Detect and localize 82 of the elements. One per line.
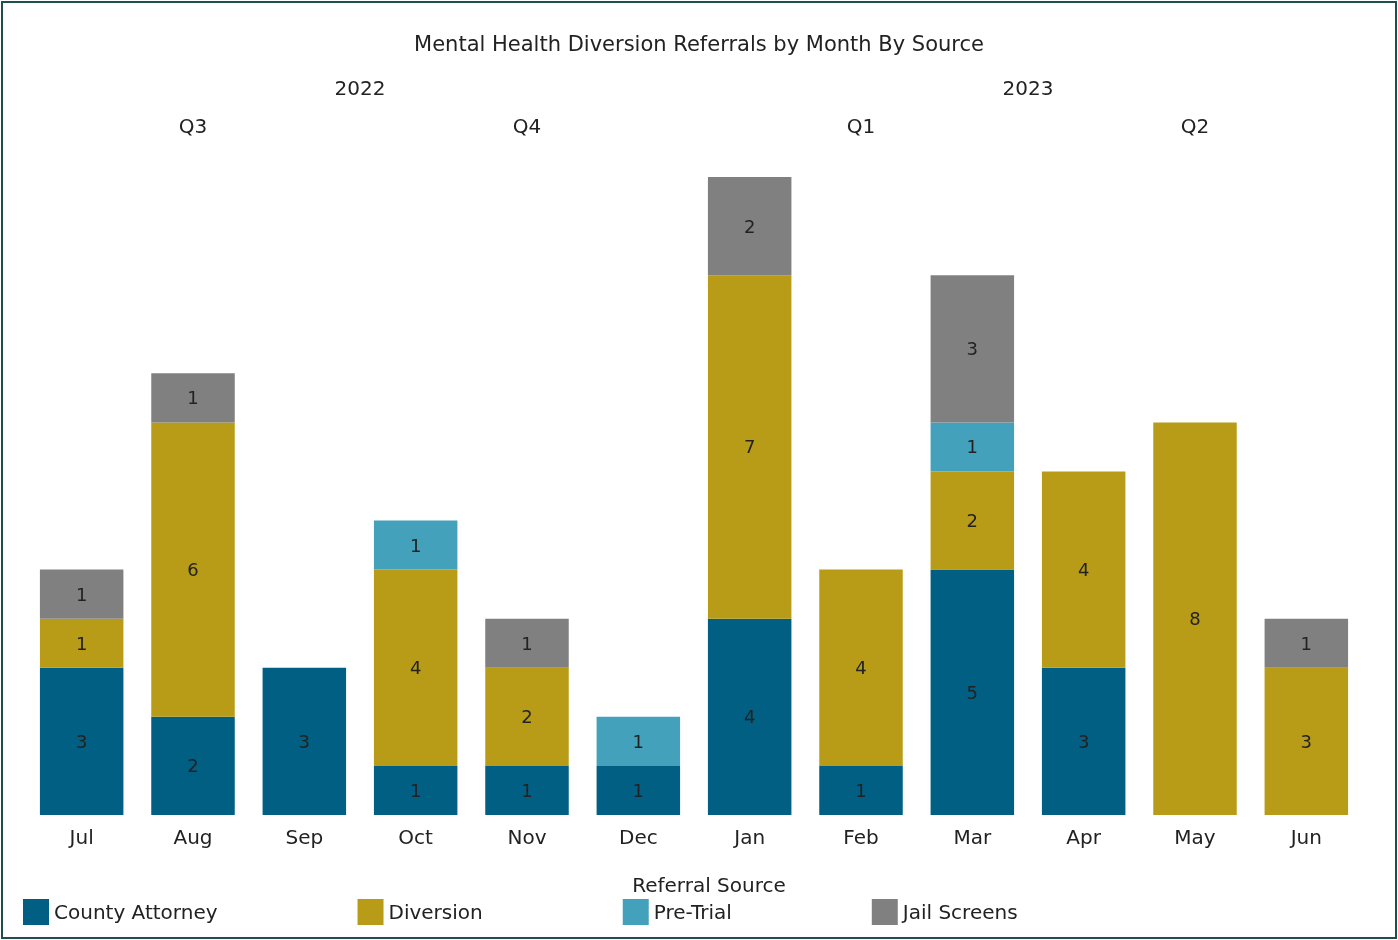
data-label: 1 — [187, 387, 199, 409]
data-label: 4 — [855, 657, 867, 679]
bar — [1153, 422, 1237, 815]
data-label: 4 — [409, 657, 422, 679]
text: Q4 — [512, 114, 542, 138]
bar — [39, 667, 124, 815]
bar — [485, 765, 569, 815]
bar — [485, 618, 569, 668]
x-tick-label: Jun — [1288, 825, 1322, 849]
bar — [930, 275, 1015, 423]
bar — [39, 569, 124, 619]
x-tick-label: Sep — [285, 825, 324, 849]
bar — [39, 618, 124, 668]
bar — [1264, 618, 1349, 668]
data-label: 3 — [1300, 730, 1313, 752]
data-label: 2 — [187, 755, 199, 777]
data-label: 1 — [409, 534, 422, 556]
bar — [819, 569, 903, 766]
data-label: 1 — [409, 779, 422, 801]
data-label: 3 — [966, 338, 979, 360]
legend-label: County Attorney — [54, 900, 218, 924]
data-label: 3 — [298, 730, 311, 752]
bar — [1041, 667, 1126, 815]
bar — [707, 177, 792, 276]
data-label: 1 — [521, 632, 533, 654]
x-tick-label: Oct — [398, 825, 434, 849]
bar — [151, 716, 235, 815]
bar — [485, 667, 569, 766]
bar — [373, 520, 458, 570]
text: 2023 — [1002, 76, 1054, 100]
legend-label: Pre-Trial — [653, 900, 732, 924]
bar — [151, 422, 235, 717]
bar — [151, 373, 235, 423]
bar — [707, 275, 792, 619]
bar — [373, 569, 458, 766]
text: Q3 — [178, 114, 208, 138]
data-label: 6 — [187, 559, 199, 581]
bar — [262, 667, 347, 815]
data-label: 1 — [75, 583, 88, 605]
text: 2022 — [334, 76, 386, 100]
bar — [596, 765, 681, 815]
data-label: 5 — [966, 681, 979, 703]
x-tick-label: Apr — [1066, 825, 1102, 849]
data-label: 3 — [75, 730, 88, 752]
chart-title: Mental Health Diversion Referrals by Month By Source — [414, 31, 984, 56]
data-label: 3 — [1077, 730, 1090, 752]
data-label: 1 — [632, 730, 645, 752]
data-label: 1 — [75, 632, 88, 654]
legend-title: Referral Source — [632, 873, 786, 897]
data-label: 1 — [521, 779, 533, 801]
data-label: 1 — [1300, 632, 1313, 654]
x-tick-label: Jul — [67, 825, 94, 849]
x-tick-label: Feb — [843, 825, 879, 849]
bar — [1041, 471, 1126, 668]
data-label: 1 — [632, 779, 645, 801]
x-tick-label: Mar — [953, 825, 992, 849]
bar — [819, 765, 903, 815]
data-label: 4 — [1077, 559, 1090, 581]
data-label: 1 — [966, 436, 979, 458]
data-label: 2 — [521, 706, 533, 728]
data-label: 7 — [743, 436, 756, 458]
data-label: 2 — [966, 510, 979, 532]
data-label: 8 — [1189, 608, 1201, 630]
x-tick-label: Nov — [507, 825, 547, 849]
bar — [707, 618, 792, 815]
x-tick-label: Jan — [732, 825, 766, 849]
text: Q1 — [846, 114, 876, 138]
bar — [930, 569, 1015, 815]
bar — [373, 765, 458, 815]
legend-label: Jail Screens — [900, 900, 1018, 924]
data-label: 4 — [743, 706, 756, 728]
bar — [930, 471, 1015, 570]
data-label: 2 — [743, 215, 756, 237]
x-tick-label: May — [1174, 825, 1216, 849]
x-tick-label: Dec — [618, 825, 658, 849]
bar — [596, 716, 681, 766]
legend-label: Diversion — [388, 900, 483, 924]
data-label: 1 — [855, 779, 867, 801]
x-tick-label: Aug — [173, 825, 213, 849]
text: Q2 — [1180, 114, 1210, 138]
bar — [930, 422, 1015, 472]
bar — [1264, 667, 1349, 815]
